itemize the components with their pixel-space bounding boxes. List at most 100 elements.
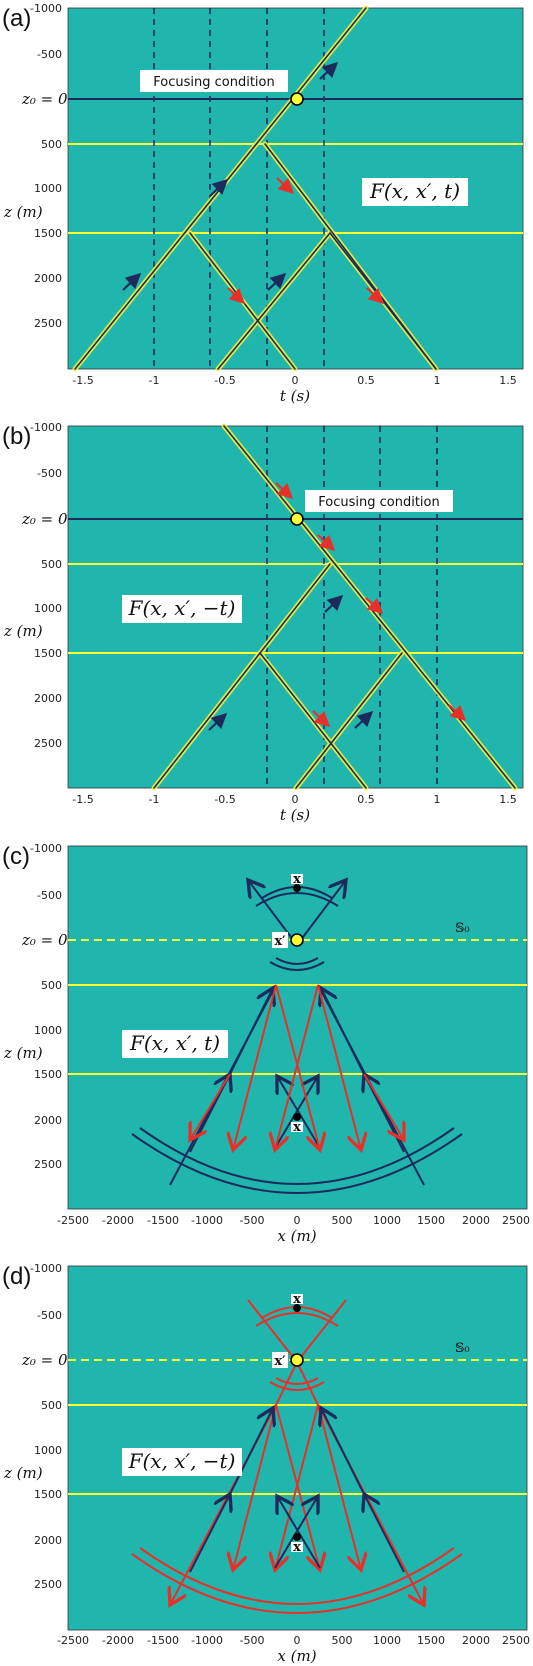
panel-a-down-arrow-3 [366,287,385,305]
panel-d-navy-5 [274,1496,318,1569]
panel-c-xtick-4: -500 [240,1214,265,1227]
panel-d-xtick-6: 500 [332,1634,353,1647]
panel-c-ytick-0: -1000 [30,842,62,855]
panel-d-label: (d) [2,1263,31,1290]
panel-d-z0-label: z₀ = 0 [21,1351,68,1369]
panel-a-ytick-5: 1500 [34,227,62,240]
panel-a-xtick-0: -1.5 [72,374,93,387]
panel-a-arrows [122,61,385,305]
panel-d: x x x′ 𝕊₀ F(x, x′, −t) (d) -1000 -500 50… [2,1262,530,1665]
panel-b-down-arrow-2 [317,534,336,552]
panel-a-xtick-6: 1.5 [499,374,517,387]
panel-c-y-ticks: -1000 -500 500 1000 1500 2000 2500 [30,842,62,1171]
panel-a-ytick-6: 2000 [34,272,62,285]
panel-c-plot-area [67,845,528,1210]
panel-a-up-arrow-1 [122,272,142,291]
panel-c-xprime-label: x′ [274,934,286,949]
panel-d-formula: F(x, x′, −t) [128,1449,236,1473]
panel-d-wavefront-focus-1 [275,1377,319,1385]
panel-d-navy-rays [189,1408,405,1573]
panel-b-ytick-3: 500 [41,558,62,571]
panel-c-xtick-8: 1500 [417,1214,445,1227]
panel-a-label: (a) [2,5,31,32]
panel-a-x-ticks: -1.5 -1 -0.5 0 0.5 1 1.5 [72,374,516,387]
panel-b-down-arrow-1 [275,482,294,500]
panel-c-x-label-bottom: x [293,1120,301,1135]
panel-c-xtick-1: -2000 [102,1214,134,1227]
panel-b-ytick-4: 1000 [34,602,62,615]
panel-c-wavefront-focus-2 [269,961,325,971]
panel-d-x-point [293,1533,301,1541]
panel-b: Focusing condition F(x, x′, −t) (b) -100… [2,421,524,824]
panel-c: x x x′ 𝕊₀ F(x, x′, t) (c) -1000 -500 500… [2,842,530,1245]
panel-a-down-arrow-2 [276,177,295,195]
panel-d-virtual-point [293,1304,301,1312]
panel-c-ytick-6: 2000 [34,1114,62,1127]
panel-c-ylabel: z (m) [3,1044,43,1062]
panel-a: Focusing condition F(x, x′, t) (a) -1000… [2,2,524,405]
panel-a-formula-box [362,178,468,206]
panel-c-red-6 [363,1073,404,1140]
panel-b-xtick-1: -1 [149,793,160,806]
panel-c-red-3 [275,984,320,1150]
panel-b-xtick-5: 1 [434,793,441,806]
panel-c-mid-arrow-4 [321,988,365,1075]
panel-d-wavefront-bottom-2 [131,1553,463,1614]
panel-a-formula: F(x, x′, t) [369,179,460,203]
panel-d-ylabel: z (m) [3,1464,43,1482]
panel-b-label: (b) [2,423,31,450]
panel-d-yellow-horizons [68,1404,527,1495]
panel-d-x-ticks: -2500 -2000 -1500 -1000 -500 0 500 1000 … [57,1634,530,1647]
panel-c-formula: F(x, x′, t) [129,1031,220,1055]
panel-c-ray-top-right [296,880,346,946]
panel-b-annotation: Focusing condition [318,495,439,510]
panel-b-ytick-7: 2500 [34,737,62,750]
panel-d-xtick-10: 2500 [502,1634,530,1647]
panel-c-mid-arrow-3 [229,988,273,1075]
panel-a-annotation-box [140,70,288,92]
panel-d-xlabel: x (m) [277,1647,316,1665]
panel-c-ytick-1: -500 [37,889,62,902]
panel-c-xtick-6: 500 [332,1214,353,1227]
panel-a-xtick-2: -0.5 [214,374,235,387]
panel-a-ytick-4: 1000 [34,182,62,195]
panel-c-x-point [293,1113,301,1121]
panel-c-xtick-9: 2000 [462,1214,490,1227]
panel-d-x-label-box-2 [291,1542,303,1552]
panel-c-z0-label: z₀ = 0 [21,931,68,949]
panel-d-navy-1 [189,1494,230,1573]
panel-d-red-mid-3 [275,1404,320,1570]
panel-c-wavefront-bottom-1 [139,1127,455,1185]
panel-d-xtick-3: -1000 [191,1634,223,1647]
panel-b-down-arrow-3 [365,597,384,615]
panel-c-focus-point [290,933,304,947]
panel-c-xtick-10: 2500 [502,1214,530,1227]
panel-d-formula-box [122,1448,242,1476]
panel-c-formula-box [122,1030,228,1058]
panel-b-xtick-2: -0.5 [214,793,235,806]
panel-a-annotation: Focusing condition [153,75,274,90]
panel-d-x-label-box [291,1294,303,1304]
panel-b-ytick-1: -500 [37,467,62,480]
panel-d-wavefront-top-2 [255,1312,339,1327]
panel-b-up-arrow-1 [208,712,228,731]
panel-c-wavefront-top-2 [255,892,339,907]
panel-c-xtick-5: 0 [294,1214,301,1227]
panel-d-navy-4 [321,1408,365,1495]
panel-c-yellow-horizons [68,984,527,1075]
panel-c-x-label-top: x [293,872,301,887]
panel-a-yellow-horizons [68,143,523,234]
panel-b-formula-box [122,595,242,623]
panel-b-arrows [208,482,467,731]
panel-c-red-1 [233,984,277,1150]
panel-c-xtick-3: -1000 [191,1214,223,1227]
panel-b-ytick-5: 1500 [34,647,62,660]
panel-a-xtick-3: 0 [292,374,299,387]
panel-a-up-arrow-4 [319,61,339,80]
panel-d-xtick-0: -2500 [57,1634,89,1647]
panel-a-y-ticks: -1000 -500 500 1000 1500 2000 2500 [30,2,62,330]
panel-c-xtick-0: -2500 [57,1214,89,1227]
panel-d-s0-label: 𝕊₀ [455,1341,470,1356]
panel-c-red-4 [275,984,319,1150]
panel-c-ytick-3: 500 [41,979,62,992]
